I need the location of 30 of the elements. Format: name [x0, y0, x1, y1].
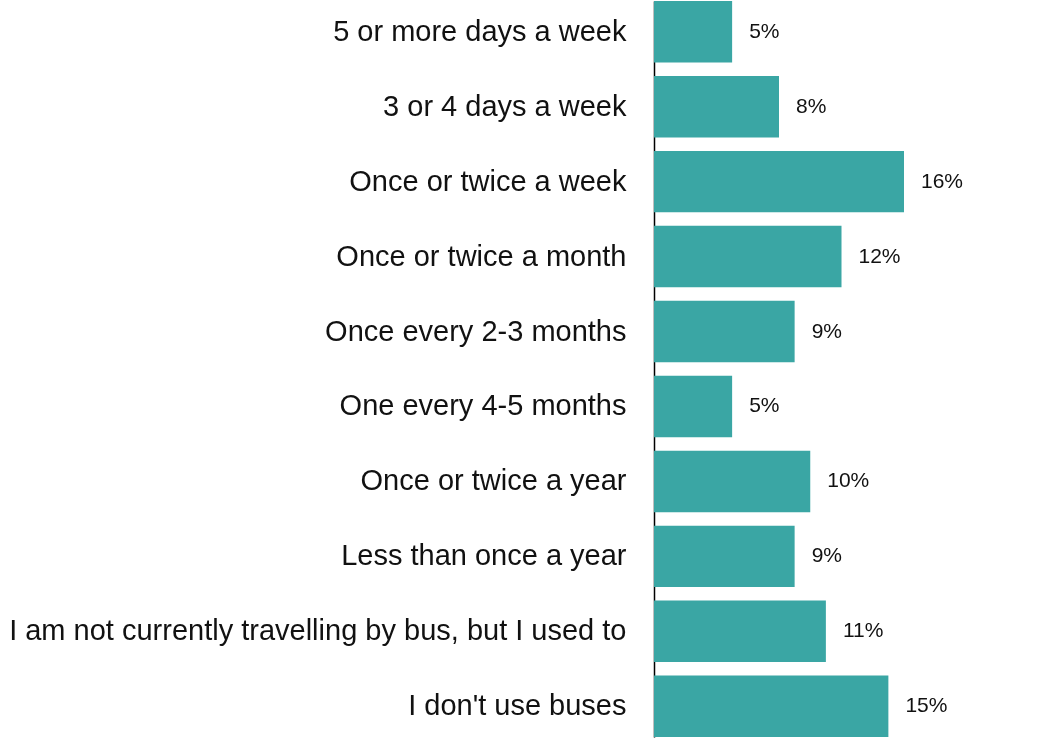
bar	[654, 525, 795, 588]
bar	[654, 75, 779, 138]
data-label: 8%	[796, 93, 827, 117]
data-label: 10%	[827, 468, 870, 492]
y-tick-label: 5 or more days a week	[333, 14, 627, 47]
y-tick-label: Once or twice a month	[336, 239, 627, 272]
y-tick-label: 3 or 4 days a week	[383, 89, 627, 122]
bar	[654, 150, 904, 213]
bar	[654, 300, 795, 363]
y-tick-label: Once or twice a week	[349, 164, 627, 197]
data-label: 12%	[858, 243, 901, 267]
data-label: 9%	[811, 318, 842, 342]
bar	[654, 225, 842, 288]
data-label: 16%	[921, 168, 964, 192]
y-tick-label: Once every 2-3 months	[325, 314, 627, 347]
data-label: 5%	[749, 18, 780, 42]
data-label: 11%	[842, 618, 884, 642]
bar	[654, 600, 826, 663]
y-tick-label: Less than once a year	[341, 539, 627, 572]
data-label: 15%	[905, 693, 948, 717]
bar	[654, 450, 811, 513]
y-tick-label: I don't use buses	[408, 689, 627, 722]
bar	[654, 375, 733, 438]
y-tick-label: One every 4-5 months	[339, 389, 627, 422]
bar	[654, 1, 733, 63]
bar	[654, 675, 889, 737]
y-tick-label: Once or twice a year	[360, 464, 627, 497]
data-label: 5%	[749, 393, 780, 417]
y-tick-label: I am not currently travelling by bus, but I used to	[9, 614, 627, 647]
data-label: 9%	[811, 543, 842, 567]
